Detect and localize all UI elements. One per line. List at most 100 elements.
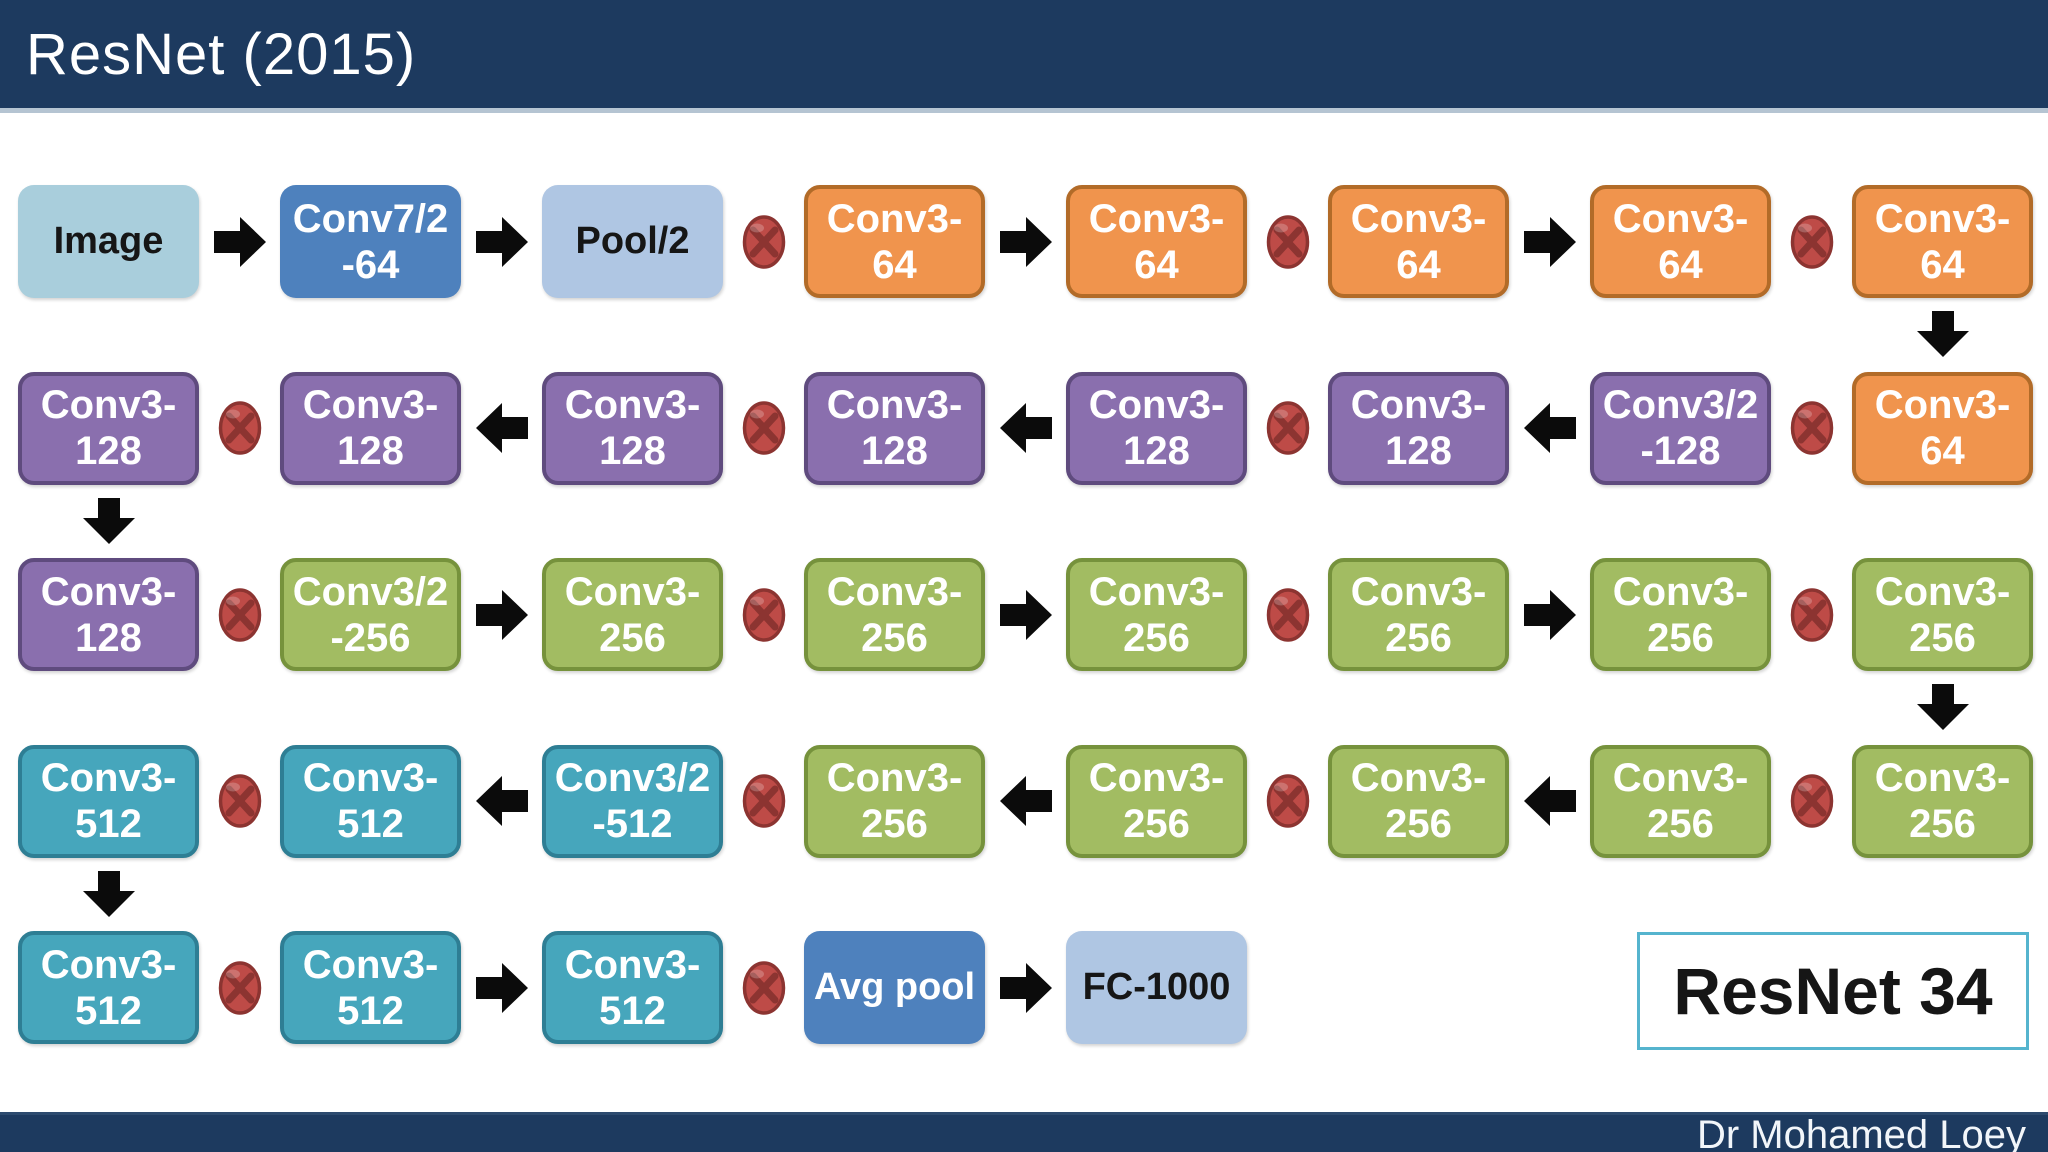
node-conv3-256: Conv3- 256	[804, 558, 985, 671]
footer-credit: Dr Mohamed Loey	[1696, 1113, 2026, 1152]
node-label-line: Pool/2	[575, 219, 690, 262]
node-label-line: 64	[1920, 429, 1965, 473]
arrow-down-icon	[1915, 311, 1971, 357]
page-title: ResNet (2015)	[26, 21, 417, 87]
node-label-line: 64	[872, 242, 917, 287]
node-label-line: 256	[1647, 615, 1714, 660]
node-label-line: 512	[75, 802, 142, 846]
node-label-line: Conv3-	[302, 383, 439, 427]
node-conv3-256: Conv3- 256	[1066, 744, 1247, 858]
node-label-line: 128	[75, 429, 142, 473]
node-label-line: Conv3/2	[1602, 383, 1759, 427]
title-bar: ResNet (2015)	[0, 0, 2048, 108]
arrow-right-icon	[475, 960, 528, 1016]
circled-x-icon	[742, 214, 786, 269]
node-conv3-256: Conv3- 256	[1852, 744, 2033, 858]
node-conv3-128: Conv3- 128	[1328, 371, 1509, 485]
node-conv3-64: Conv3- 64	[804, 185, 985, 298]
node-label-line: Conv3-	[826, 756, 963, 800]
node-label-line: 128	[599, 429, 666, 473]
node-label-line: 256	[599, 615, 666, 660]
circled-x-icon	[1266, 214, 1310, 269]
node-label-line: 256	[1647, 802, 1714, 846]
node-label-line: 256	[1385, 615, 1452, 660]
node-label-line: Conv3-	[1612, 569, 1749, 614]
node-conv3-256: Conv3- 256	[804, 744, 985, 858]
node-conv3-256: Conv3- 256	[1590, 744, 1771, 858]
node-label-line: 128	[861, 429, 928, 473]
node-label-line: 256	[861, 802, 928, 846]
node-label-line: Conv3-	[302, 756, 439, 800]
node-label-line: 512	[75, 988, 142, 1033]
node-label-line: Conv3/2	[292, 569, 449, 614]
node-label-line: 256	[861, 615, 928, 660]
arrow-right-icon	[475, 587, 528, 643]
node-conv3-256: Conv3- 256	[1328, 744, 1509, 858]
arrow-down-icon	[1915, 684, 1971, 730]
arrow-left-icon	[999, 400, 1052, 456]
node-label-line: 512	[337, 988, 404, 1033]
node-conv7-2-64: Conv7/2 -64	[280, 185, 461, 298]
circled-x-icon	[218, 587, 262, 642]
node-label-line: FC-1000	[1082, 965, 1231, 1008]
node-label-line: Conv3-	[826, 383, 963, 427]
node-label-line: 128	[1123, 429, 1190, 473]
circled-x-icon	[1790, 214, 1834, 269]
node-label-line: Conv3/2	[554, 756, 711, 800]
node-image: Image	[18, 185, 199, 298]
arrow-left-icon	[999, 773, 1052, 829]
node-conv3-512: Conv3- 512	[280, 744, 461, 858]
arrow-right-icon	[1523, 214, 1576, 270]
node-label-line: Avg pool	[813, 965, 976, 1008]
arrow-right-icon	[1523, 587, 1576, 643]
arrow-right-icon	[999, 587, 1052, 643]
node-conv3-2-512: Conv3/2 -512	[542, 744, 723, 858]
node-conv3-64: Conv3- 64	[1066, 185, 1247, 298]
node-label-line: Conv3-	[1088, 756, 1225, 800]
node-label-line: -64	[341, 242, 400, 287]
node-label-line: Conv3-	[1874, 196, 2011, 241]
footer-bar: Dr Mohamed Loey	[0, 1112, 2048, 1152]
node-label-line: 256	[1123, 615, 1190, 660]
node-label-line: 64	[1396, 242, 1441, 287]
node-label-line: Conv3-	[40, 942, 177, 987]
node-label-line: Conv3-	[40, 756, 177, 800]
node-fc-1000: FC-1000	[1066, 931, 1247, 1044]
node-label-line: Conv3-	[826, 196, 963, 241]
arrow-left-icon	[475, 773, 528, 829]
node-label-line: Conv3-	[302, 942, 439, 987]
node-label-line: Conv3-	[826, 569, 963, 614]
node-conv3-256: Conv3- 256	[1328, 558, 1509, 671]
circled-x-icon	[742, 774, 786, 828]
node-label-line: Conv3-	[1612, 196, 1749, 241]
node-label-line: 64	[1920, 242, 1965, 287]
node-label-line: Conv3-	[1874, 569, 2011, 614]
circled-x-icon	[1790, 774, 1834, 828]
node-label-line: 256	[1385, 802, 1452, 846]
node-label-line: Conv3-	[1088, 383, 1225, 427]
badge-label: ResNet 34	[1673, 954, 1993, 1028]
circled-x-icon	[742, 401, 786, 455]
node-conv3-128: Conv3- 128	[280, 371, 461, 485]
arrow-right-icon	[475, 214, 528, 270]
node-conv3-64: Conv3- 64	[1328, 185, 1509, 298]
node-label-line: Conv3-	[1350, 383, 1487, 427]
node-label-line: Conv3-	[564, 942, 701, 987]
node-conv3-128: Conv3- 128	[1066, 371, 1247, 485]
node-label-line: Conv3-	[1350, 196, 1487, 241]
circled-x-icon	[1266, 401, 1310, 455]
node-label-line: -512	[592, 802, 673, 846]
circled-x-icon	[1266, 774, 1310, 828]
circled-x-icon	[742, 960, 786, 1015]
node-label-line: Conv3-	[564, 569, 701, 614]
circled-x-icon	[218, 960, 262, 1015]
node-conv3-512: Conv3- 512	[18, 744, 199, 858]
node-label-line: -128	[1640, 429, 1721, 473]
node-label-line: 256	[1909, 802, 1976, 846]
node-label-line: -256	[330, 615, 411, 660]
node-label-line: Conv3-	[1350, 569, 1487, 614]
node-label-line: 512	[599, 988, 666, 1033]
circled-x-icon	[1790, 401, 1834, 455]
node-pool-2: Pool/2	[542, 185, 723, 298]
node-conv3-256: Conv3- 256	[1852, 558, 2033, 671]
